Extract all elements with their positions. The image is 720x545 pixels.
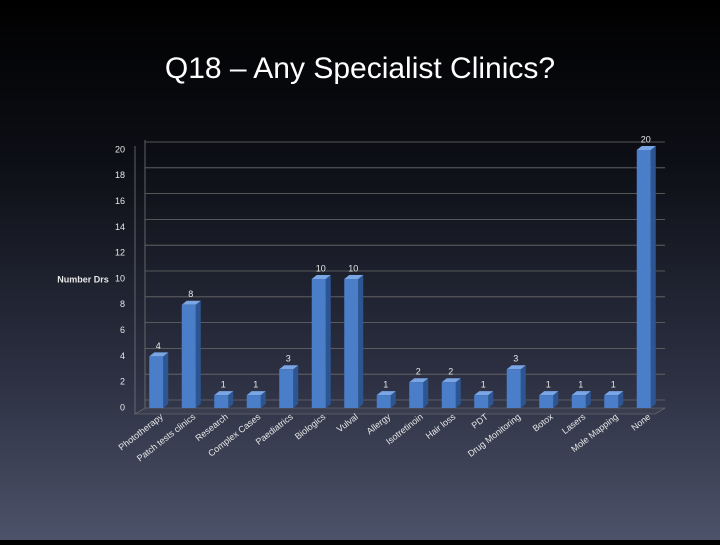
y-tick-label: 8 [120,299,125,309]
bar-side [488,391,494,408]
bar-side [423,378,429,408]
y-tick-label: 20 [115,144,125,154]
bar-side [195,300,201,408]
y-tick-label: 16 [115,196,125,206]
data-label: 1 [578,379,583,389]
bar-top [441,378,461,383]
x-tick-label: Allergy [365,411,393,436]
bar [474,395,489,408]
chart-title: Q18 – Any Specialist Clinics? [165,52,555,85]
data-label: 20 [641,134,651,144]
bar-top [376,391,396,396]
data-label: 4 [156,341,161,351]
y-tick-label: 2 [120,377,125,387]
bar-side [520,365,526,408]
chart-floor [133,407,667,415]
y-tick-label: 6 [120,325,125,335]
bar [344,279,359,408]
bar [311,279,326,408]
data-label: 1 [383,379,388,389]
bar-top [604,391,624,396]
bar [279,369,294,408]
bar-side [390,391,396,408]
bar-side [228,391,234,408]
bar-top [539,391,559,396]
bar [246,395,261,408]
x-tick-label: Lasers [560,411,588,436]
bar [636,150,651,408]
x-tick-label: None [629,412,652,433]
bar-top [506,365,526,370]
data-label: 10 [316,263,326,273]
x-tick-label: Biologics [293,411,328,441]
bar-side [650,146,656,408]
y-tick-label: 10 [115,273,125,283]
bar-top [279,365,299,370]
data-label: 3 [513,354,518,364]
bar [409,382,424,408]
bar-top [474,391,494,396]
data-label: 1 [221,379,226,389]
y-tick-label: 12 [115,248,125,258]
bar-top [246,391,266,396]
bar [571,395,586,408]
y-tick-label: 4 [120,351,125,361]
x-tick-label: Patch tests clinics [135,411,198,463]
data-label: 1 [546,379,551,389]
bar-top [344,275,364,279]
bar [441,382,456,408]
bar-side [293,365,299,408]
bar-side [618,391,624,408]
bar-side [260,391,266,408]
y-axis-label: Number Drs [57,274,109,284]
data-label: 1 [253,379,258,389]
data-label: 2 [448,367,453,377]
bar-side [163,352,169,408]
data-label: 1 [481,379,486,389]
bar [181,304,196,408]
y-tick-label: 18 [115,170,125,180]
bar-top [311,275,331,279]
x-tick-label: Hair loss [424,411,458,441]
data-label: 10 [348,263,358,273]
bar-top [571,391,591,396]
bar-top [409,378,429,383]
bar [214,395,229,408]
data-label: 1 [611,379,616,389]
data-label: 2 [416,367,421,377]
bar [149,356,164,408]
data-label: 8 [188,289,193,299]
bar [376,395,391,408]
y-tick-label: 0 [120,402,125,412]
x-tick-label: Vulval [335,412,360,435]
bar [539,395,554,408]
bar-side [325,275,331,408]
y-tick-label: 14 [115,222,125,232]
bar-top [149,352,169,357]
bar-side [358,275,364,408]
bar [506,369,521,408]
bar [604,395,619,408]
x-tick-label: Botox [531,411,556,433]
bar-side [553,391,559,408]
bar-top [181,300,201,305]
bar-top [636,146,656,150]
data-label: 3 [286,354,291,364]
bar-side [585,391,591,408]
bar-top [214,391,234,396]
bar-side [455,378,461,408]
